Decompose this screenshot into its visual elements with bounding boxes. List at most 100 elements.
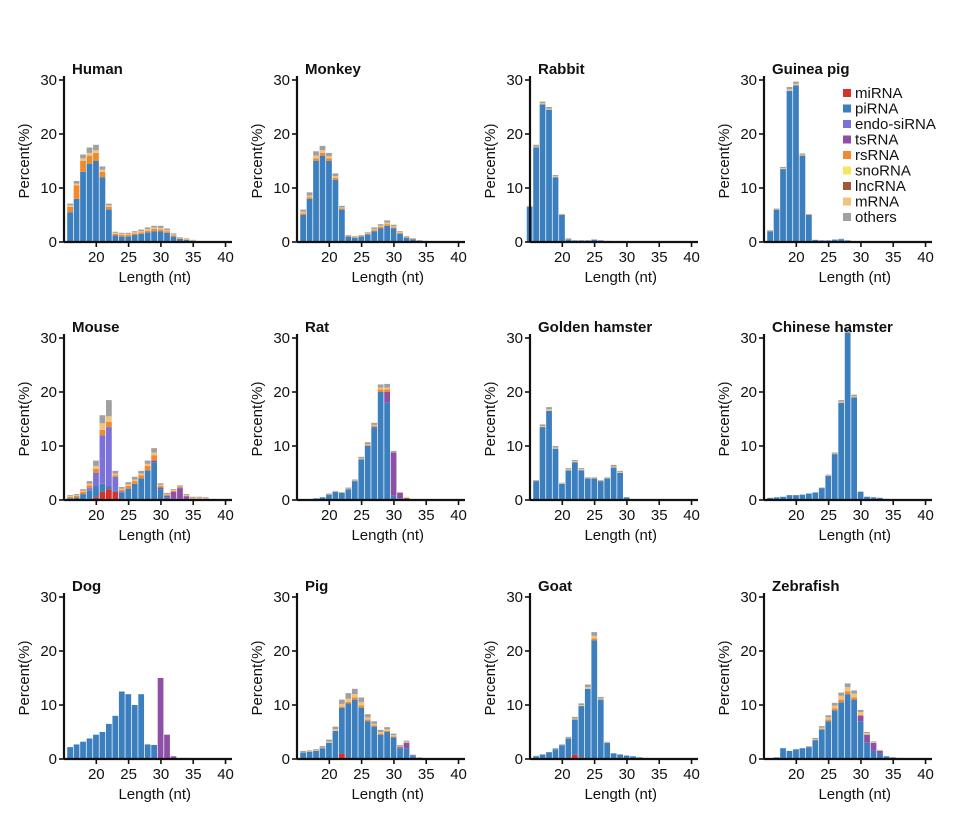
bar-mouse-rsrna-25 <box>125 485 132 489</box>
bar-mouse-rsrna-24 <box>118 489 125 492</box>
bar-monkey-pirna-32 <box>403 237 410 242</box>
y-tick-label-goat: 0 <box>515 751 523 768</box>
bar-monkey-rsrna-16 <box>300 213 306 215</box>
bar-pig-mrna-26 <box>364 717 371 720</box>
bar-mouse-others-16 <box>67 495 73 497</box>
bar-golden-hamster-pirna-29 <box>617 473 623 500</box>
y-tick-label-rabbit: 10 <box>506 180 523 197</box>
x-tick-label-monkey: 30 <box>386 249 403 266</box>
y-tick-label-golden-hamster: 0 <box>515 492 523 509</box>
bar-goat-mirna-22 <box>572 754 578 759</box>
y-tick-label-golden-hamster: 20 <box>506 384 523 401</box>
bar-pig-rsrna-22 <box>339 706 345 708</box>
bar-zebrafish-mrna-28 <box>844 687 851 692</box>
y-tick-label-dog: 20 <box>40 643 57 660</box>
bar-human-rsrna-27 <box>138 232 145 234</box>
bar-rat-mrna-31 <box>397 492 403 493</box>
bar-golden-hamster-pirna-22 <box>572 462 578 500</box>
bar-human-pirna-20 <box>93 161 99 242</box>
bar-goat-rsrna-25 <box>591 638 598 641</box>
bar-pig-rsrna-29 <box>384 730 390 732</box>
bar-pig-others-24 <box>351 688 358 695</box>
bar-mouse-pirna-21 <box>99 483 106 492</box>
bar-goat-pirna-24 <box>584 688 591 759</box>
bar-golden-hamster-mrna-24 <box>584 477 591 479</box>
bar-rat-tsrna-30 <box>390 452 397 496</box>
bar-human-others-23 <box>112 231 119 233</box>
bar-pig-others-20 <box>326 739 332 742</box>
bar-goat-others-27 <box>604 741 611 743</box>
bar-monkey-mrna-18 <box>313 155 319 159</box>
bar-human-others-28 <box>144 227 151 230</box>
bar-monkey-pirna-16 <box>300 215 306 242</box>
bar-human-rsrna-16 <box>67 206 73 213</box>
bar-mouse-rsrna-33 <box>177 487 183 489</box>
bar-rabbit-pirna-19 <box>552 177 559 242</box>
bar-mouse-others-22 <box>106 400 112 417</box>
bar-rat-others-20 <box>326 493 332 495</box>
y-tick-label-rabbit: 20 <box>506 126 523 143</box>
legend-label-rsrna: rsRNA <box>855 147 899 164</box>
y-axis-label-guinea-pig: Percent(%) <box>716 123 733 198</box>
bar-mouse-mirna-23 <box>112 491 119 500</box>
bar-mouse-mrna-33 <box>177 486 183 488</box>
bar-chinese-hamster-mrna-28 <box>844 330 851 333</box>
bar-golden-hamster-mrna-21 <box>565 469 572 471</box>
bar-pig-others-21 <box>332 726 339 730</box>
bar-chinese-hamster-pirna-17 <box>773 497 780 500</box>
bar-pig-rsrna-31 <box>397 746 403 748</box>
bar-human-mrna-25 <box>125 233 132 235</box>
bar-pig-mrna-22 <box>339 703 345 707</box>
bar-zebrafish-others-33 <box>877 749 883 751</box>
bar-zebrafish-mrna-26 <box>831 705 838 709</box>
bar-zebrafish-pirna-33 <box>877 753 883 759</box>
bar-rabbit-others-16 <box>533 144 539 147</box>
panel-rabbit: 0 10 20 30 20 25 30 35 40 Rabbit Length (nt) Percen… <box>482 61 700 286</box>
bar-rabbit-mrna-17 <box>539 103 546 105</box>
bar-mouse-tsrna-30 <box>157 487 164 490</box>
x-tick-label-chinese-hamster: 30 <box>853 507 870 524</box>
bar-dog-pirna-24 <box>118 691 125 759</box>
bar-human-rsrna-21 <box>99 171 106 178</box>
bar-guinea-pig-pirna-16 <box>767 231 773 242</box>
x-tick-label-dog: 30 <box>153 766 170 783</box>
bar-rabbit-mrna-21 <box>565 238 572 240</box>
bar-human-mrna-29 <box>151 227 157 230</box>
panel-goat: 0 10 20 30 20 25 30 35 40 Goat Length (nt) Percent(… <box>482 578 700 803</box>
y-tick-label-zebrafish: 20 <box>740 643 757 660</box>
panel-title-chinese-hamster: Chinese hamster <box>772 319 893 336</box>
bar-zebrafish-rsrna-29 <box>851 697 857 700</box>
y-tick-label-zebrafish: 30 <box>740 589 757 606</box>
bar-human-rsrna-28 <box>144 230 151 233</box>
bar-pig-others-33 <box>410 754 416 756</box>
bar-mouse-mrna-36 <box>196 497 203 499</box>
bar-monkey-others-32 <box>403 236 410 237</box>
bar-zebrafish-mrna-30 <box>857 712 864 715</box>
bar-pig-mrna-19 <box>319 747 326 749</box>
panel-golden-hamster: 0 10 20 30 20 25 30 35 40 Golden hamster Length (n… <box>482 319 700 544</box>
bar-human-pirna-26 <box>131 234 138 242</box>
bar-golden-hamster-others-24 <box>584 477 591 478</box>
bar-goat-mrna-26 <box>597 698 604 700</box>
bar-monkey-pirna-25 <box>358 236 365 242</box>
bar-pig-pirna-25 <box>358 707 365 759</box>
x-tick-label-goat: 30 <box>619 766 636 783</box>
bar-zebrafish-pirna-30 <box>857 721 864 759</box>
bar-golden-hamster-others-21 <box>565 468 572 470</box>
x-tick-label-rat: 25 <box>353 507 370 524</box>
bar-mouse-others-28 <box>144 460 151 464</box>
bar-rat-others-21 <box>332 490 339 492</box>
bar-human-mrna-32 <box>170 234 177 236</box>
bar-human-others-29 <box>151 225 157 228</box>
legend-swatch-pirna <box>843 104 851 113</box>
bar-guinea-pig-pirna-18 <box>780 169 786 242</box>
bar-pig-pirna-23 <box>345 703 352 758</box>
bar-goat-pirna-17 <box>539 754 546 759</box>
bar-human-others-30 <box>157 225 164 228</box>
bar-mouse-pirna-19 <box>86 490 93 499</box>
bar-human-pirna-31 <box>164 232 170 242</box>
bar-chinese-hamster-mrna-25 <box>825 475 832 476</box>
bar-mouse-mrna-18 <box>80 490 86 492</box>
bar-mouse-rsrna-22 <box>106 421 112 428</box>
x-tick-label-human: 20 <box>88 249 105 266</box>
